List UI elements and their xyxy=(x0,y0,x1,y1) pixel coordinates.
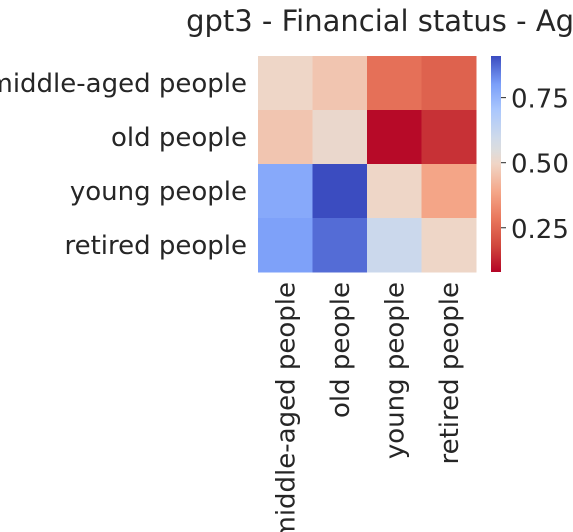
heatmap-cell xyxy=(367,56,422,111)
heatmap-cell xyxy=(312,110,368,165)
heatmap-cell xyxy=(421,218,477,273)
heatmap-cell xyxy=(312,56,368,111)
column-tick-label: old people xyxy=(326,282,356,418)
column-tick-label: retired people xyxy=(435,282,465,465)
heatmap-cell xyxy=(312,218,368,273)
chart-title: gpt3 - Financial status - Age xyxy=(186,4,573,38)
row-tick-label: old people xyxy=(111,123,247,153)
colorbar-ticks: 0.25 0.50 0.75 xyxy=(501,85,569,245)
row-tick-label: retired people xyxy=(64,231,247,261)
colorbar-tick-label: 0.25 xyxy=(511,215,569,245)
heatmap-cell xyxy=(421,110,477,165)
heatmap-cell xyxy=(367,218,422,273)
heatmap-cell xyxy=(258,164,313,219)
row-tick-label: middle-aged people xyxy=(0,69,247,99)
column-labels: middle-aged people old people young people… xyxy=(271,282,465,532)
heatmap-cell xyxy=(312,164,368,219)
colorbar-tick-label: 0.50 xyxy=(511,150,569,180)
heatmap-cell xyxy=(421,56,477,111)
heatmap-cells xyxy=(258,56,477,273)
heatmap-cell xyxy=(258,56,313,111)
heatmap-cell xyxy=(367,110,422,165)
colorbar xyxy=(491,56,501,272)
row-labels: middle-aged people old people young people… xyxy=(0,69,247,261)
heatmap-cell xyxy=(258,110,313,165)
heatmap-cell xyxy=(421,164,477,219)
column-tick-label: middle-aged people xyxy=(271,282,301,532)
column-tick-label: young people xyxy=(380,282,410,459)
colorbar-tick-label: 0.75 xyxy=(511,85,569,115)
row-tick-label: young people xyxy=(70,177,247,207)
heatmap-cell xyxy=(258,218,313,273)
heatmap-cell xyxy=(367,164,422,219)
